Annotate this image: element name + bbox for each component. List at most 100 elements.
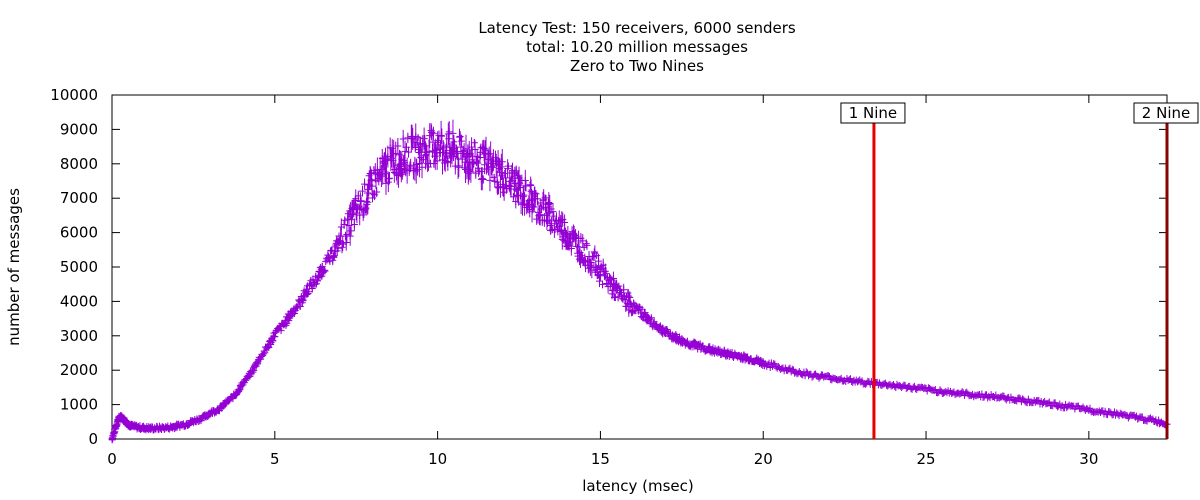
data-point: [442, 149, 450, 157]
data-point: [535, 212, 543, 220]
data-point: [308, 285, 316, 293]
data-point: [450, 138, 458, 146]
data-point: [296, 302, 304, 310]
data-point: [438, 132, 446, 140]
data-point: [277, 327, 285, 335]
data-point: [445, 128, 453, 136]
data-point: [561, 219, 569, 227]
data-point: [364, 198, 372, 206]
data-point: [615, 282, 623, 290]
data-point: [469, 158, 477, 166]
data-point: [456, 132, 464, 140]
data-point: [602, 270, 610, 278]
data-point: [471, 145, 479, 153]
x-tick-label: 30: [1079, 450, 1098, 468]
data-point: [824, 372, 832, 380]
y-tick-label: 6000: [60, 224, 98, 242]
data-point: [519, 193, 527, 201]
data-point: [846, 375, 854, 383]
data-point: [479, 176, 487, 184]
y-axis: 0 1000 2000 3000 4000 5000 6000 7000 8000 9000 100…: [50, 86, 1167, 448]
data-point: [486, 176, 494, 184]
y-tick-label: 1000: [60, 396, 98, 414]
data-point: [361, 180, 369, 188]
data-point: [609, 274, 617, 282]
reference-line-label-box: [840, 102, 906, 124]
data-point: [470, 139, 478, 147]
data-point: [458, 137, 466, 145]
data-point: [359, 211, 367, 219]
data-point: [312, 280, 320, 288]
data-point: [582, 240, 590, 248]
data-point: [385, 174, 393, 182]
data-point: [437, 131, 445, 139]
data-point: [291, 309, 299, 317]
data-point: [815, 374, 823, 382]
data-point: [373, 188, 381, 196]
data-point: [347, 227, 355, 235]
data-point: [434, 137, 442, 145]
data-point: [454, 162, 462, 170]
data-point: [428, 128, 436, 136]
data-point: [483, 165, 491, 173]
plot-frame: [111, 94, 1168, 440]
data-point: [595, 257, 603, 265]
data-point: [506, 177, 514, 185]
y-tick-label: 3000: [60, 327, 98, 345]
data-point: [402, 165, 410, 173]
data-point: [521, 176, 529, 184]
data-point: [449, 129, 457, 137]
data-point: [320, 266, 328, 274]
data-point: [620, 286, 628, 294]
data-point: [344, 215, 352, 223]
x-tick-label: 15: [591, 450, 610, 468]
data-point: [247, 370, 255, 378]
y-tick-label: 10000: [50, 86, 98, 104]
x-tick-label: 25: [916, 450, 935, 468]
data-point: [546, 200, 554, 208]
data-points: [108, 119, 1171, 444]
data-point: [583, 241, 591, 249]
data-point: [410, 138, 418, 146]
data-point: [346, 232, 354, 240]
data-point: [490, 173, 498, 181]
data-point: [624, 292, 632, 300]
data-point: [271, 333, 279, 341]
data-point: [599, 280, 607, 288]
data-point: [549, 208, 557, 216]
data-point: [305, 288, 313, 296]
x-tick-label: 5: [270, 450, 280, 468]
x-tick-label: 20: [754, 450, 773, 468]
data-point: [1051, 399, 1059, 407]
data-point: [520, 191, 528, 199]
data-point: [455, 163, 463, 171]
x-axis-label: latency (msec): [582, 477, 693, 495]
data-point: [614, 293, 622, 301]
data-point: [425, 148, 433, 156]
data-point: [420, 135, 428, 143]
data-point: [261, 349, 269, 357]
data-point: [350, 220, 358, 228]
reference-lines: 1 Nine 2 Nine: [840, 102, 1199, 439]
y-tick-label: 9000: [60, 120, 98, 138]
data-point: [358, 187, 366, 195]
x-tick-label: 0: [107, 450, 117, 468]
reference-line-label: 2 Nine: [1142, 104, 1190, 122]
data-point: [547, 226, 555, 234]
data-point: [1015, 394, 1023, 402]
data-point: [788, 365, 796, 373]
data-point: [357, 197, 365, 205]
data-point: [418, 163, 426, 171]
reference-line-label-box: [1133, 102, 1199, 124]
title-line-1: Latency Test: 150 receivers, 6000 sender…: [478, 19, 796, 37]
y-tick-label: 7000: [60, 189, 98, 207]
data-point: [936, 386, 944, 394]
data-point: [567, 245, 575, 253]
data-point: [443, 142, 451, 150]
x-tick-label: 10: [428, 450, 447, 468]
reference-line-label: 1 Nine: [849, 104, 897, 122]
data-point: [406, 163, 414, 171]
data-point: [318, 272, 326, 280]
data-point: [378, 172, 386, 180]
